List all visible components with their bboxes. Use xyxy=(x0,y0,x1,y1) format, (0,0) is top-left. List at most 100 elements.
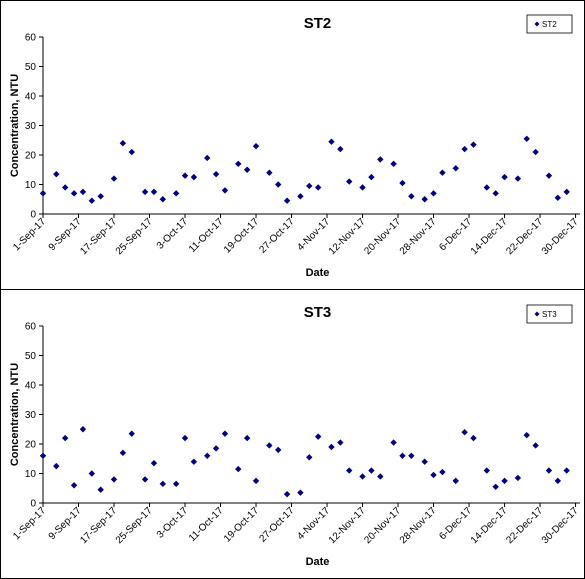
data-point xyxy=(563,188,570,196)
chart-st2: ST2 0 10 20 30 40 50 60 Concentration, NTU 1-Sep-… xyxy=(9,14,581,279)
x-tick-label: 6-Dec-17 xyxy=(437,216,474,253)
y-tick-label: 0 xyxy=(30,210,36,221)
data-point xyxy=(88,197,96,204)
x-tick-label: 17-Sep-17 xyxy=(78,505,119,546)
data-point xyxy=(452,165,459,172)
x-tick-label: 9-Sep-17 xyxy=(47,216,84,253)
x-tick-label: 27-Oct-17 xyxy=(257,505,297,545)
data-point xyxy=(79,188,87,196)
data-point xyxy=(514,175,522,182)
data-point xyxy=(181,172,189,179)
data-point xyxy=(97,193,104,200)
data-point xyxy=(190,173,198,181)
x-tick-label: 17-Sep-17 xyxy=(78,216,119,257)
data-point xyxy=(421,196,428,203)
data-point xyxy=(501,173,508,181)
data-point xyxy=(439,169,446,176)
y-tick-label: 20 xyxy=(25,440,37,451)
legend: ST2 xyxy=(526,14,573,34)
y-axis-label: Concentration, NTU xyxy=(9,74,21,177)
x-tick-label: 4-Nov-17 xyxy=(295,216,332,253)
data-point xyxy=(39,190,47,197)
data-point xyxy=(181,434,189,442)
x-tick-label: 14-Dec-17 xyxy=(469,505,510,546)
x-tick-label: 25-Sep-17 xyxy=(114,216,155,257)
data-point xyxy=(283,197,291,204)
data-point xyxy=(377,156,384,163)
x-tick-label: 3-Oct-17 xyxy=(155,505,191,541)
data-point xyxy=(359,473,366,480)
x-tick-label: 1-Sep-17 xyxy=(11,216,48,253)
x-tick-label: 9-Sep-17 xyxy=(47,505,84,542)
y-tick-label: 30 xyxy=(25,410,37,421)
y-axis-label: Concentration, NTU xyxy=(9,363,21,466)
data-point xyxy=(119,140,127,147)
chart-title: ST3 xyxy=(304,304,332,321)
data-point xyxy=(545,172,553,179)
data-point xyxy=(430,471,437,479)
data-point xyxy=(128,148,135,156)
data-point xyxy=(110,175,118,182)
data-point xyxy=(377,473,384,480)
data-point xyxy=(399,452,406,459)
y-tick-label: 30 xyxy=(25,121,37,132)
x-tick-label: 14-Dec-17 xyxy=(469,216,510,257)
x-axis-label: Date xyxy=(306,556,330,568)
data-point xyxy=(514,474,522,482)
y-tick-label: 40 xyxy=(25,92,37,103)
x-tick-label: 3-Oct-17 xyxy=(155,216,191,252)
data-point xyxy=(88,470,96,477)
y-tick-label: 50 xyxy=(25,351,37,362)
data-point xyxy=(532,442,539,449)
x-tick-label: 22-Dec-17 xyxy=(504,505,545,546)
data-point xyxy=(39,452,47,459)
data-point xyxy=(408,452,415,459)
x-tick-label: 11-Oct-17 xyxy=(187,216,226,255)
data-point xyxy=(492,190,499,197)
data-point xyxy=(53,170,60,178)
data-point xyxy=(483,467,491,474)
data-point xyxy=(408,193,415,200)
x-axis-label: Date xyxy=(306,267,330,279)
y-tick-label: 10 xyxy=(25,180,37,191)
data-point xyxy=(461,145,468,153)
data-point xyxy=(128,430,135,437)
data-point xyxy=(483,184,491,191)
y-tick-label: 10 xyxy=(25,469,37,480)
x-tick-label: 28-Nov-17 xyxy=(398,216,439,257)
data-point xyxy=(368,173,375,181)
data-point xyxy=(221,187,229,194)
data-point xyxy=(439,468,446,476)
x-tick-label: 27-Oct-17 xyxy=(257,216,297,256)
data-point xyxy=(61,184,69,191)
data-point xyxy=(501,477,508,485)
y-tick-label: 20 xyxy=(25,151,37,162)
data-point xyxy=(390,439,397,446)
data-point xyxy=(79,426,87,433)
data-point xyxy=(97,486,104,493)
x-tick-label: 19-Oct-17 xyxy=(222,505,262,545)
data-point xyxy=(430,190,437,197)
data-point xyxy=(235,160,242,168)
data-point xyxy=(190,458,198,465)
legend: ST3 xyxy=(526,304,573,324)
data-point xyxy=(204,452,211,459)
x-tick-label: 1-Sep-17 xyxy=(11,505,48,542)
data-point xyxy=(532,148,539,156)
data-point xyxy=(492,483,499,490)
y-tick-label: 60 xyxy=(25,322,37,333)
data-point xyxy=(141,188,149,196)
data-point xyxy=(266,442,273,449)
y-tick-label: 0 xyxy=(30,499,36,510)
data-point xyxy=(390,160,397,168)
x-tick-label: 12-Nov-17 xyxy=(327,216,368,257)
data-point xyxy=(212,445,220,452)
y-tick-label: 60 xyxy=(25,33,37,44)
data-point xyxy=(252,477,260,485)
data-point xyxy=(275,446,282,454)
data-point xyxy=(212,170,220,178)
data-point xyxy=(119,449,127,457)
data-point xyxy=(306,182,313,190)
